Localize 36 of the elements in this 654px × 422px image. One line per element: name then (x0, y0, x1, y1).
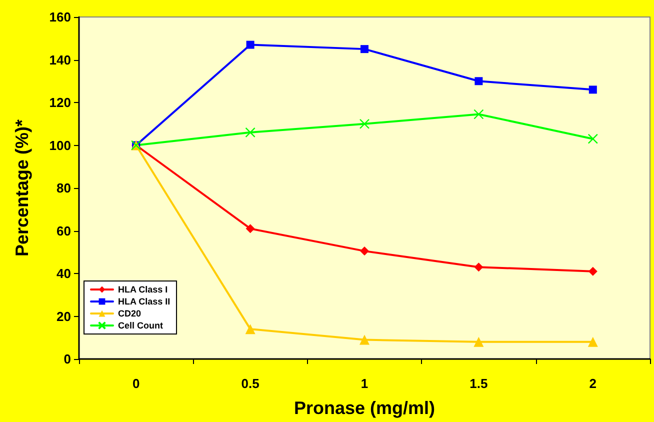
x-tick-label: 0.5 (241, 376, 260, 391)
x-tick-label: 1 (360, 376, 368, 391)
point (474, 77, 483, 86)
legend-label: HLA Class II (118, 296, 170, 306)
legend-label: Cell Count (118, 320, 163, 330)
y-axis-title: Percentage (%)* (12, 119, 32, 257)
y-tick-label: 0 (64, 352, 71, 366)
point (588, 266, 598, 276)
y-tick-label: 100 (49, 138, 71, 153)
point (474, 336, 484, 347)
y-tick-label: 60 (56, 223, 71, 238)
y-tick-label: 160 (49, 10, 71, 24)
point (246, 224, 255, 234)
y-tick-label: 140 (49, 52, 71, 68)
point (360, 246, 369, 256)
point (474, 262, 484, 272)
point (359, 118, 370, 129)
point (245, 127, 256, 138)
y-tick-label: 80 (56, 180, 71, 196)
legend-label: CD20 (118, 308, 142, 318)
point (588, 336, 598, 347)
point (588, 86, 597, 94)
point (474, 109, 484, 120)
point (246, 40, 254, 49)
x-tick-label: 0 (132, 376, 140, 391)
legend-label: HLA Class I (118, 284, 168, 294)
point (360, 334, 370, 345)
x-tick-label: 2 (589, 376, 597, 391)
point (245, 324, 256, 334)
x-axis-title: Pronase (mg/ml) (294, 398, 436, 418)
y-tick-label: 20 (56, 308, 71, 324)
point (360, 45, 368, 54)
y-tick-label: 40 (56, 266, 71, 281)
point (588, 134, 598, 144)
y-tick-label: 120 (49, 95, 71, 110)
x-tick-label: 1.5 (470, 376, 488, 391)
